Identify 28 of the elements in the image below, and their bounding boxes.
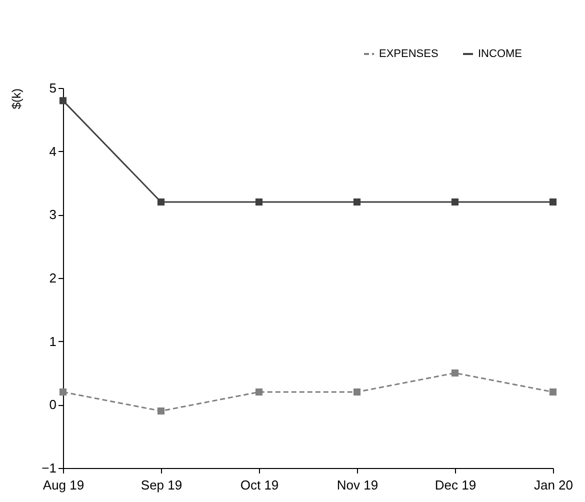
point [549, 198, 557, 206]
y-tick-label: −1 [42, 460, 56, 476]
y-tick-label: 0 [49, 397, 56, 412]
legend-label: INCOME [478, 48, 522, 60]
point [353, 198, 361, 206]
x-tick-label: Dec 19 [434, 478, 476, 492]
point [353, 388, 361, 396]
y-tick-label: 1 [49, 334, 56, 349]
y-tick-label: 3 [49, 207, 56, 222]
y-tick-label: 5 [49, 80, 56, 96]
point [59, 388, 67, 396]
x-tick-label: Nov 19 [336, 478, 378, 492]
y-tick-label: 4 [49, 144, 56, 159]
point [157, 407, 165, 415]
point [255, 198, 263, 206]
legend-label: EXPENSES [379, 48, 438, 60]
point [451, 369, 459, 377]
x-tick-label: Jan 20 [534, 478, 574, 492]
x-tick-label: Sep 19 [140, 478, 182, 492]
x-tick-label: Aug 19 [42, 478, 84, 492]
x-tick-label: Oct 19 [240, 478, 279, 492]
point [451, 198, 459, 206]
point [549, 388, 557, 396]
y-axis-title: $(k) [10, 88, 24, 110]
point [59, 97, 67, 104]
point [157, 198, 165, 206]
point [255, 388, 263, 396]
y-tick-label: 2 [49, 270, 56, 286]
